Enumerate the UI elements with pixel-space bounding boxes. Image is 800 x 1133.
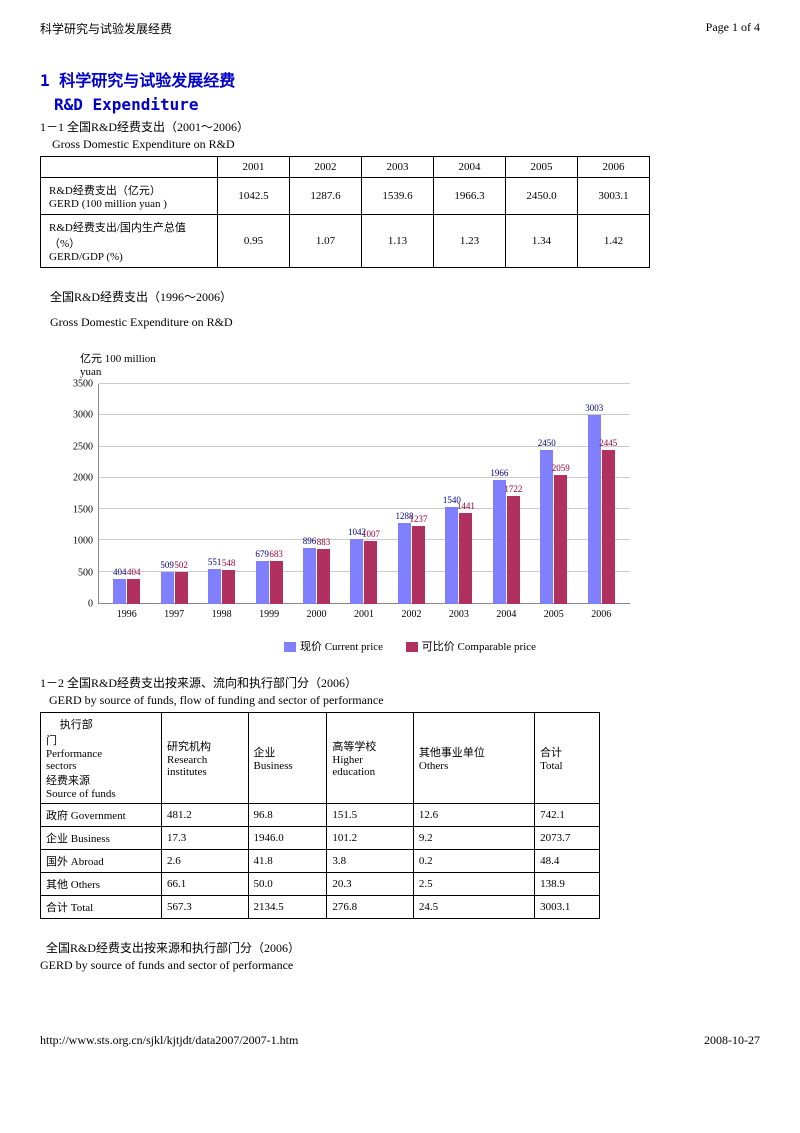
table-header: 其他事业单位 Others (413, 713, 534, 804)
chart-heading-en: Gross Domestic Expenditure on R&D (50, 315, 760, 330)
section1-line2: Gross Domestic Expenditure on R&D (40, 137, 760, 152)
table-cell: 2.6 (162, 850, 249, 873)
table-cell: 48.4 (535, 850, 600, 873)
table-cell: 276.8 (327, 896, 414, 919)
table-cell: 24.5 (413, 896, 534, 919)
table-cell: 3003.1 (535, 896, 600, 919)
table-cell: 50.0 (248, 873, 327, 896)
section3-line1: 全国R&D经费支出按来源和执行部门分（2006） (40, 939, 760, 956)
table-cell: 合计 Total (41, 896, 162, 919)
table-cell: 2134.5 (248, 896, 327, 919)
table-cell: 政府 Government (41, 804, 162, 827)
section2-line1: 1－2 全国R&D经费支出按来源、流向和执行部门分（2006） (40, 674, 760, 691)
chart-bars: 4044041996509502199755154819986796831999… (98, 384, 630, 604)
table-header: 2001 (218, 157, 290, 178)
table-cell: 96.8 (248, 804, 327, 827)
table-cell: 101.2 (327, 827, 414, 850)
legend-box-1 (284, 642, 296, 652)
header-left: 科学研究与试验发展经费 (40, 20, 172, 37)
header-right: Page 1 of 4 (706, 20, 760, 37)
table-cell: 151.5 (327, 804, 414, 827)
table-cell: 742.1 (535, 804, 600, 827)
table-cell: 17.3 (162, 827, 249, 850)
table-header: 2004 (434, 157, 506, 178)
table-header: 2005 (506, 157, 578, 178)
table-header: 2006 (578, 157, 650, 178)
table-cell: 1.13 (362, 215, 434, 268)
table-cell: 1539.6 (362, 178, 434, 215)
table-1-1: 200120022003200420052006 R&D经费支出（亿元） GERD… (40, 156, 650, 268)
table-cell: 2073.7 (535, 827, 600, 850)
table-header: 2003 (362, 157, 434, 178)
table-cell: 1287.6 (290, 178, 362, 215)
table-header: 企业 Business (248, 713, 327, 804)
table-cell: 0.95 (218, 215, 290, 268)
section3-line2: GERD by source of funds and sector of pe… (40, 958, 760, 973)
table-cell: R&D经费支出（亿元） GERD (100 million yuan ) (41, 178, 218, 215)
table-cell: 国外 Abroad (41, 850, 162, 873)
table-cell: 1.07 (290, 215, 362, 268)
main-title-en: R&D Expenditure (54, 95, 760, 114)
legend-label-2: 可比价 Comparable price (422, 641, 536, 653)
chart-legend: 现价 Current price 可比价 Comparable price (40, 638, 760, 654)
table-cell: 1946.0 (248, 827, 327, 850)
table-1-2: 执行部 门 Performance sectors 经费来源 Source of… (40, 712, 600, 919)
table-header: 2002 (290, 157, 362, 178)
table-cell: 2.5 (413, 873, 534, 896)
table-cell: 20.3 (327, 873, 414, 896)
table-cell: 41.8 (248, 850, 327, 873)
table-cell: R&D经费支出/国内生产总值（%） GERD/GDP (%) (41, 215, 218, 268)
legend-label-1: 现价 Current price (300, 641, 383, 653)
table-cell: 1966.3 (434, 178, 506, 215)
table-header (41, 157, 218, 178)
table-cell: 其他 Others (41, 873, 162, 896)
table-header: 研究机构 Research institutes (162, 713, 249, 804)
y-axis-label: 亿元 100 million yuan (80, 350, 760, 378)
table-cell: 1.42 (578, 215, 650, 268)
chart-heading-cn: 全国R&D经费支出（1996～2006） (50, 288, 760, 305)
bar-chart: 亿元 100 million yuan 05001000150020002500… (40, 350, 760, 624)
table-header: 高等学校 Higher education (327, 713, 414, 804)
table-cell: 1.23 (434, 215, 506, 268)
footer-date: 2008-10-27 (704, 1033, 760, 1048)
table-cell: 2450.0 (506, 178, 578, 215)
table-cell: 1042.5 (218, 178, 290, 215)
legend-box-2 (406, 642, 418, 652)
table-cell: 138.9 (535, 873, 600, 896)
table-cell: 481.2 (162, 804, 249, 827)
table-cell: 3.8 (327, 850, 414, 873)
main-title-cn: 1 科学研究与试验发展经费 (40, 67, 760, 91)
table-cell: 0.2 (413, 850, 534, 873)
section2-line2: GERD by source of funds, flow of funding… (40, 693, 760, 708)
section1-line1: 1－1 全国R&D经费支出（2001～2006） (40, 118, 760, 135)
y-axis: 0500100015002000250030003500 (60, 384, 95, 604)
page-header: 科学研究与试验发展经费 Page 1 of 4 (40, 20, 760, 37)
table-cell: 12.6 (413, 804, 534, 827)
table-cell: 567.3 (162, 896, 249, 919)
table-header: 合计 Total (535, 713, 600, 804)
table-cell: 1.34 (506, 215, 578, 268)
table-corner: 执行部 门 Performance sectors 经费来源 Source of… (41, 713, 162, 804)
table-cell: 企业 Business (41, 827, 162, 850)
footer-url: http://www.sts.org.cn/sjkl/kjtjdt/data20… (40, 1033, 298, 1048)
table-cell: 9.2 (413, 827, 534, 850)
table-cell: 3003.1 (578, 178, 650, 215)
table-cell: 66.1 (162, 873, 249, 896)
page-footer: http://www.sts.org.cn/sjkl/kjtjdt/data20… (40, 1033, 760, 1048)
